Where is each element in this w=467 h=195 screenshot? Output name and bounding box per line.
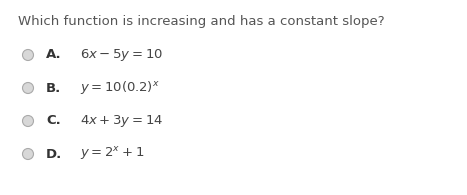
Text: Which function is increasing and has a constant slope?: Which function is increasing and has a c… [18,15,385,28]
Text: B.: B. [46,82,61,95]
Text: $6x - 5y = 10$: $6x - 5y = 10$ [80,47,163,63]
Text: $y = 10(0.2)^{x}$: $y = 10(0.2)^{x}$ [80,80,160,97]
Text: D.: D. [46,147,62,160]
Circle shape [22,115,34,127]
Text: C.: C. [46,114,61,128]
Circle shape [22,82,34,93]
Circle shape [22,50,34,60]
Text: $4x + 3y = 14$: $4x + 3y = 14$ [80,113,163,129]
Text: $y = 2^{x} + 1$: $y = 2^{x} + 1$ [80,145,144,162]
Circle shape [22,149,34,160]
Text: A.: A. [46,49,62,61]
